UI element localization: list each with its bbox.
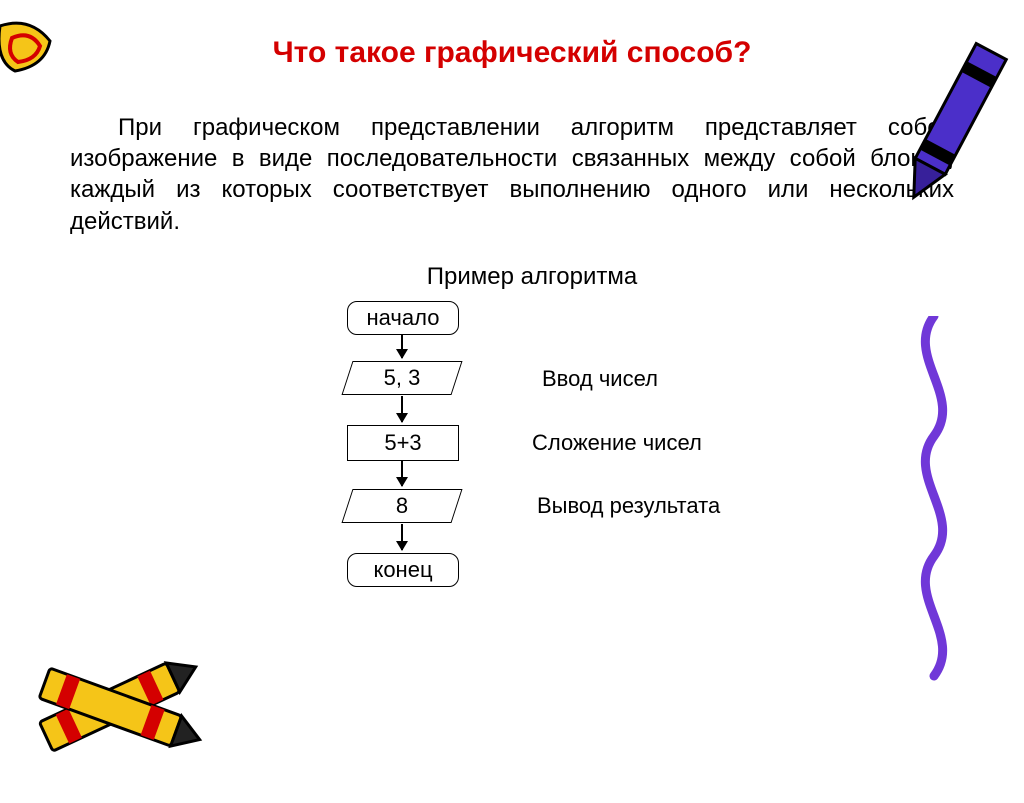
- flow-label-start: начало: [367, 305, 440, 331]
- flow-node-process: 5+3: [347, 425, 459, 461]
- crayon-top-right-icon: [884, 31, 1014, 231]
- example-subtitle: Пример алгоритма: [0, 263, 1024, 291]
- description-paragraph: При графическом представлении алгоритм п…: [70, 112, 954, 237]
- flow-label-end: конец: [373, 557, 432, 583]
- flow-arrow: [401, 524, 403, 550]
- flow-node-start: начало: [347, 301, 459, 335]
- clip-top-left-icon: [0, 16, 70, 96]
- flow-arrow: [401, 396, 403, 422]
- squiggle-right-icon: [899, 316, 969, 686]
- flowchart: начало 5, 3 Ввод чисел 5+3 Сложение чисе…: [242, 301, 782, 631]
- flow-node-output: 8: [347, 489, 457, 523]
- page-title: Что такое графический способ?: [0, 36, 1024, 70]
- flow-node-input: 5, 3: [347, 361, 457, 395]
- crayons-bottom-left-icon: [10, 623, 210, 793]
- flow-annot-output: Вывод результата: [537, 493, 720, 519]
- flow-label-input: 5, 3: [384, 365, 421, 391]
- flow-arrow: [401, 334, 403, 358]
- paragraph-text: При графическом представлении алгоритм п…: [70, 114, 954, 235]
- title-text: Что такое графический способ?: [273, 36, 752, 69]
- flow-annot-process: Сложение чисел: [532, 430, 702, 456]
- flow-arrow: [401, 460, 403, 486]
- flow-label-process: 5+3: [384, 430, 421, 456]
- flow-label-output: 8: [396, 493, 408, 519]
- flow-annot-input: Ввод чисел: [542, 366, 658, 392]
- flow-node-end: конец: [347, 553, 459, 587]
